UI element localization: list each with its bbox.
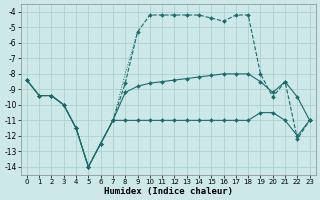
X-axis label: Humidex (Indice chaleur): Humidex (Indice chaleur)	[104, 187, 233, 196]
